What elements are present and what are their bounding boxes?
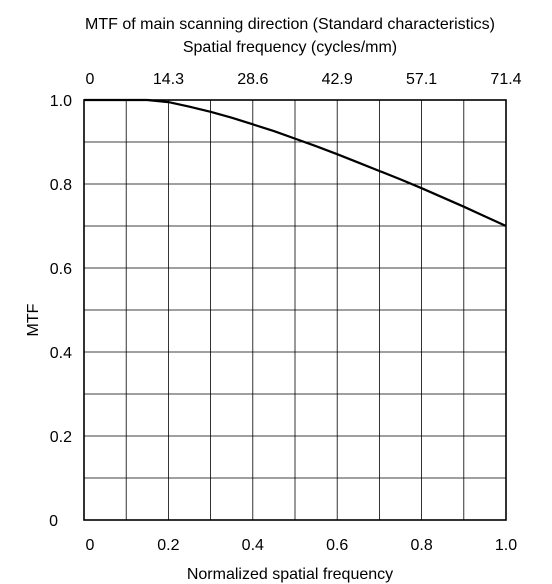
y-tick-label: 0.2 bbox=[50, 429, 72, 446]
x-axis-label: Normalized spatial frequency bbox=[187, 566, 393, 583]
x-tick-label: 0.8 bbox=[410, 537, 432, 554]
y-axis-label: MTF bbox=[25, 303, 42, 336]
y-tick-label: 0.8 bbox=[50, 177, 72, 194]
x-tick-label: 0.2 bbox=[157, 537, 179, 554]
top-tick-label: 14.3 bbox=[153, 71, 184, 88]
tick-labels: 0 0.2 0.4 0.6 0.8 1.0 0 14.3 28.6 42.9 57.1 71.4 0 0.… bbox=[49, 71, 522, 554]
y-tick-label: 1.0 bbox=[50, 93, 72, 110]
y-tick-label: 0.4 bbox=[50, 345, 72, 362]
data-series bbox=[84, 98, 507, 228]
x-tick-label: 1.0 bbox=[495, 537, 517, 554]
x-tick-label: 0.4 bbox=[242, 537, 264, 554]
x-tick-label: 0 bbox=[86, 537, 95, 554]
chart-title: MTF of main scanning direction (Standard… bbox=[85, 16, 495, 33]
y-tick-label: 0 bbox=[49, 513, 58, 530]
top-tick-label: 28.6 bbox=[237, 71, 268, 88]
y-tick-label: 0.6 bbox=[50, 261, 72, 278]
grid-lines bbox=[84, 100, 506, 520]
plot-frame bbox=[83, 99, 507, 521]
top-tick-label: 42.9 bbox=[322, 71, 353, 88]
top-tick-label: 0 bbox=[86, 71, 95, 88]
top-tick-label: 71.4 bbox=[490, 71, 521, 88]
x-tick-label: 0.6 bbox=[326, 537, 348, 554]
top-tick-label: 57.1 bbox=[406, 71, 437, 88]
mtf-curve bbox=[84, 98, 507, 228]
top-axis-label: Spatial frequency (cycles/mm) bbox=[183, 39, 397, 56]
